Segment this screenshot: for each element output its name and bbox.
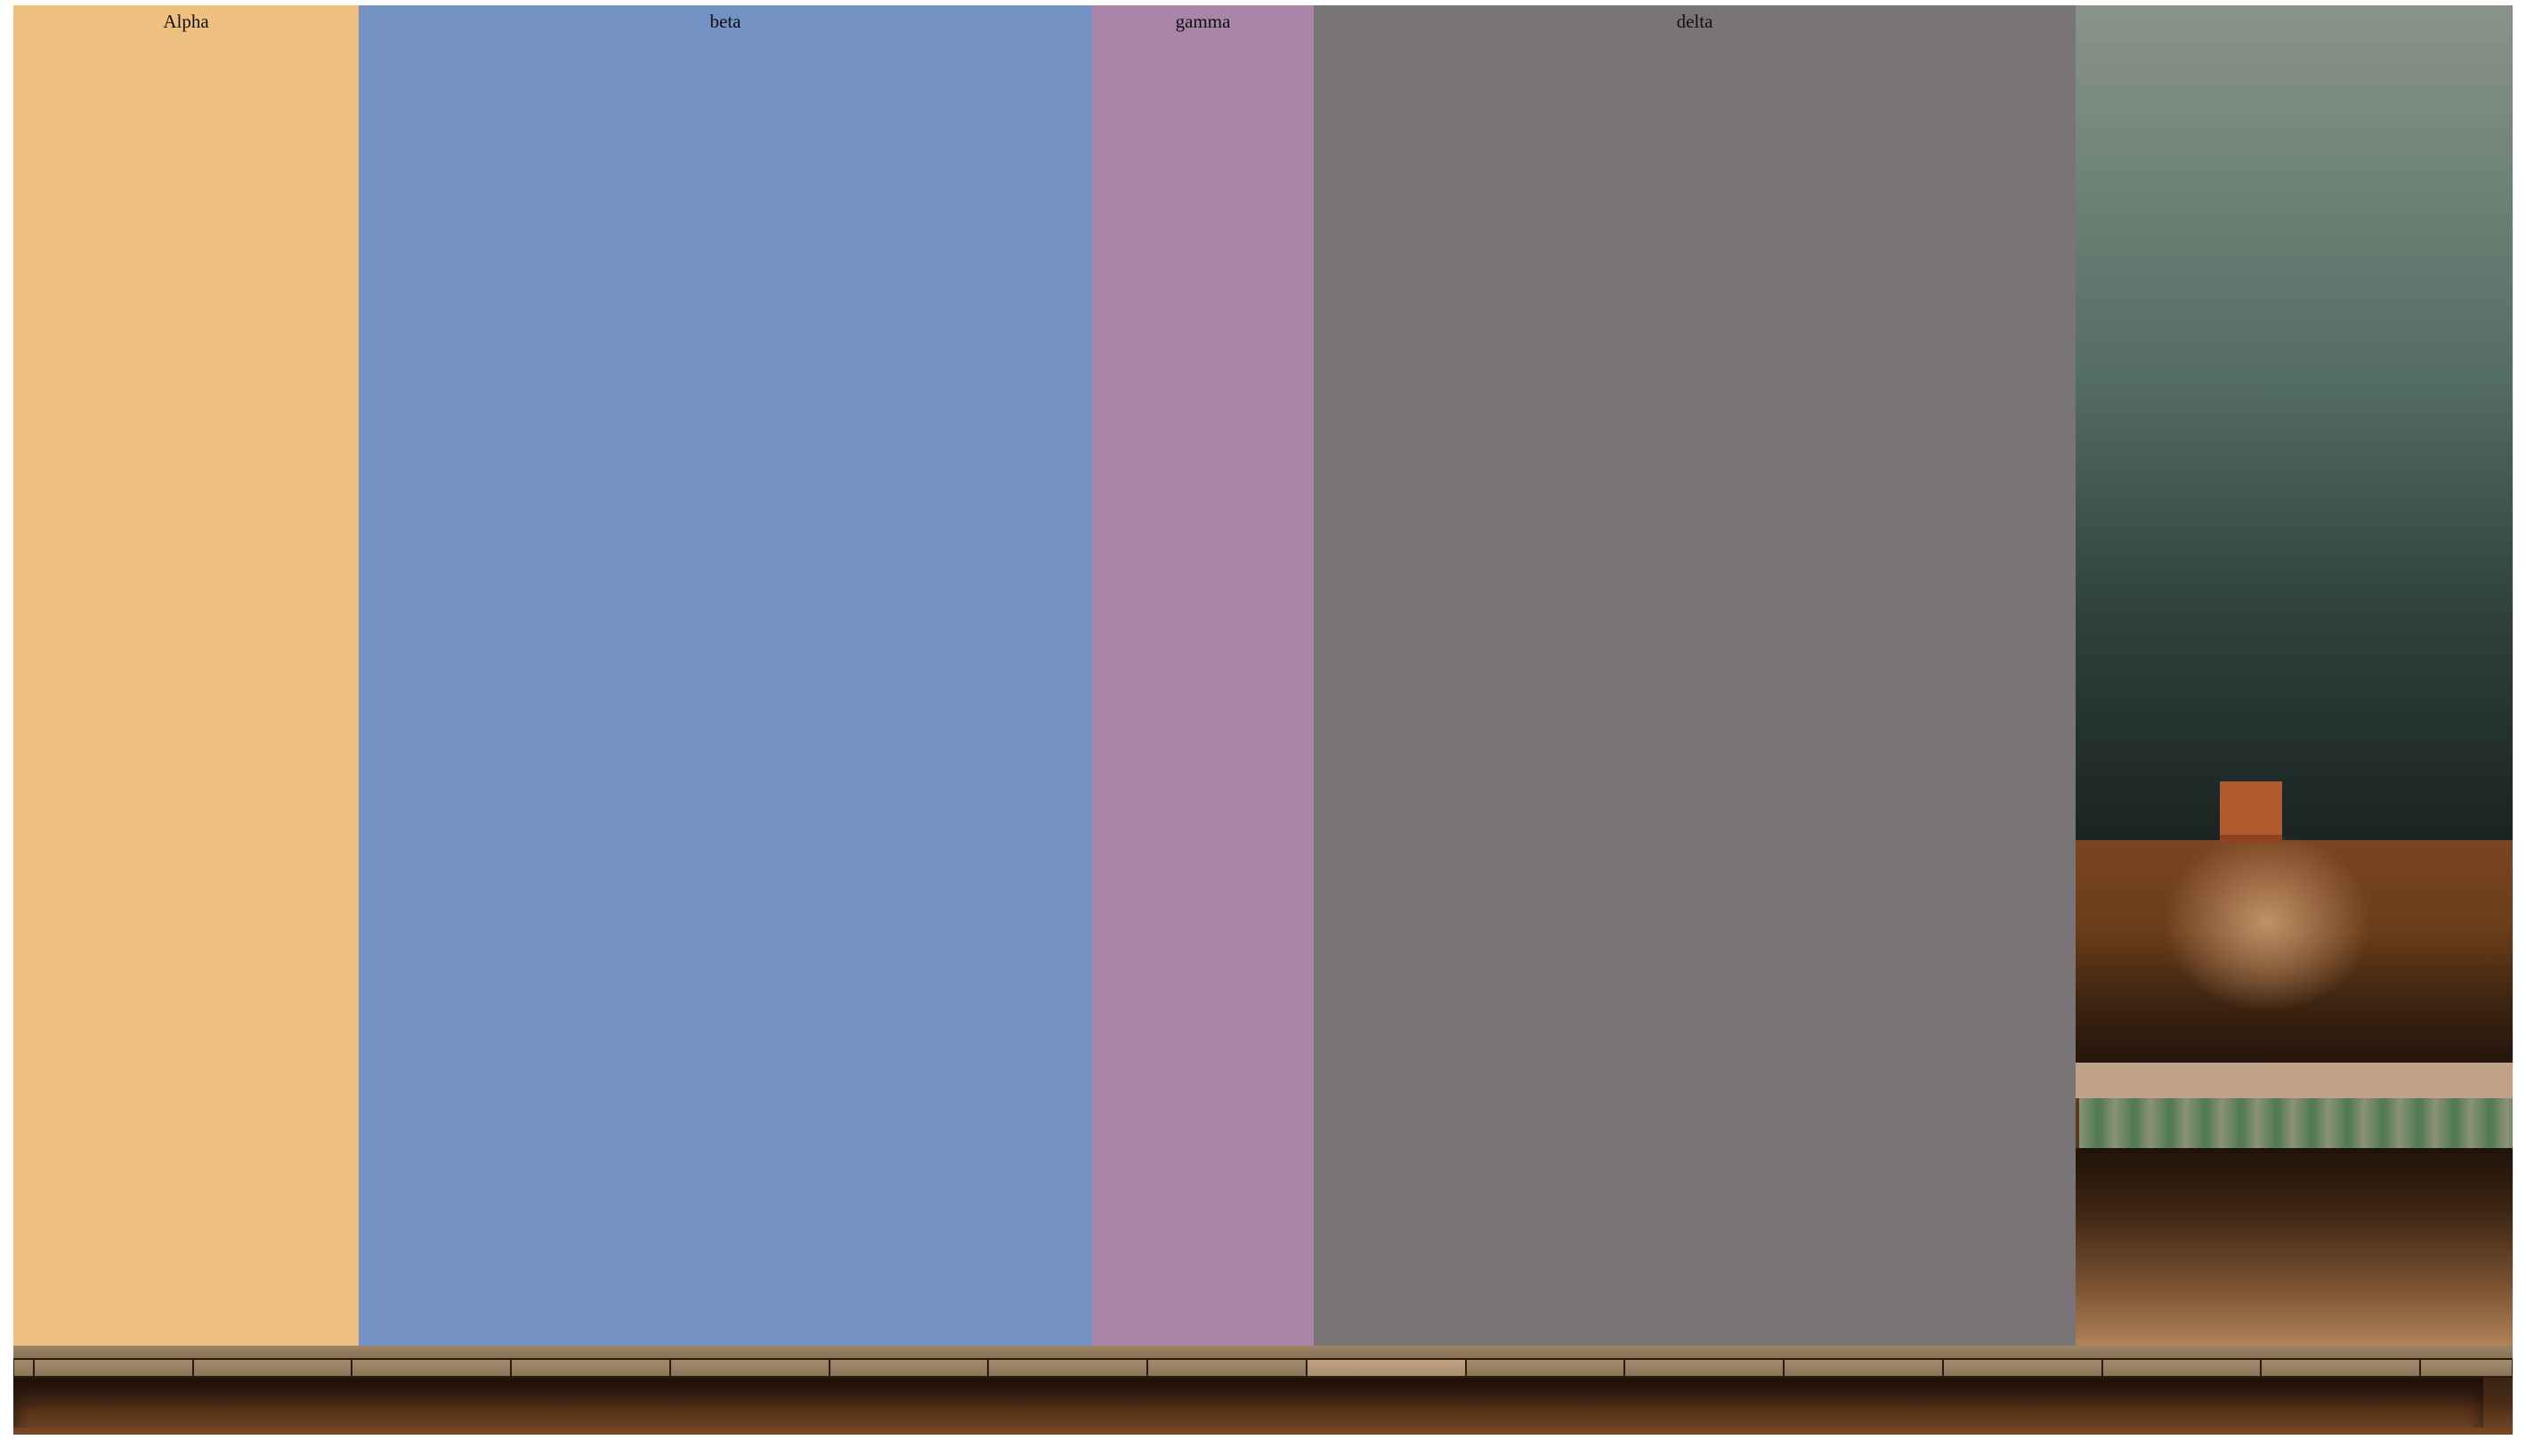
column-label-alpha: Alpha [163,11,209,32]
tile[interactable] [352,1358,512,1378]
scene-underground [2076,1148,2513,1346]
tile[interactable] [1624,1358,1785,1378]
tile[interactable] [669,1358,830,1378]
scene-block[interactable] [2220,781,2282,840]
tile[interactable] [829,1358,989,1378]
column-gamma[interactable]: gamma [1092,5,1314,1346]
column-beta[interactable]: beta [359,5,1092,1346]
floor [13,1378,2513,1435]
scene-sky [2076,5,2513,842]
scene-block-shadow [2220,835,2282,842]
scene-ledge [2076,1063,2513,1098]
tile[interactable] [1306,1358,1466,1378]
tile[interactable] [1942,1358,2102,1378]
column-label-gamma: gamma [1175,11,1231,32]
tile[interactable] [2261,1358,2421,1378]
scene-panel [2076,5,2513,1346]
stage: Alpha beta gamma delta [13,5,2513,1435]
tile[interactable] [13,1358,34,1378]
tile[interactable] [1465,1358,1625,1378]
column-alpha[interactable]: Alpha [13,5,359,1346]
shelf-bar [13,1346,2513,1358]
floor-shadow [13,1378,2483,1428]
tile[interactable] [34,1358,193,1378]
column-label-beta: beta [709,11,741,32]
tile[interactable] [1784,1358,1943,1378]
tile[interactable] [2101,1358,2262,1378]
scene-light-glow [2165,833,2369,1011]
column-label-delta: delta [1676,11,1713,32]
tile[interactable] [2420,1358,2513,1378]
tile[interactable] [988,1358,1148,1378]
tile[interactable] [511,1358,670,1378]
column-delta[interactable]: delta [1314,5,2076,1346]
tile[interactable] [192,1358,352,1378]
tile[interactable] [1147,1358,1307,1378]
tile-row [13,1358,2513,1378]
scene-stripes [2076,1098,2513,1148]
